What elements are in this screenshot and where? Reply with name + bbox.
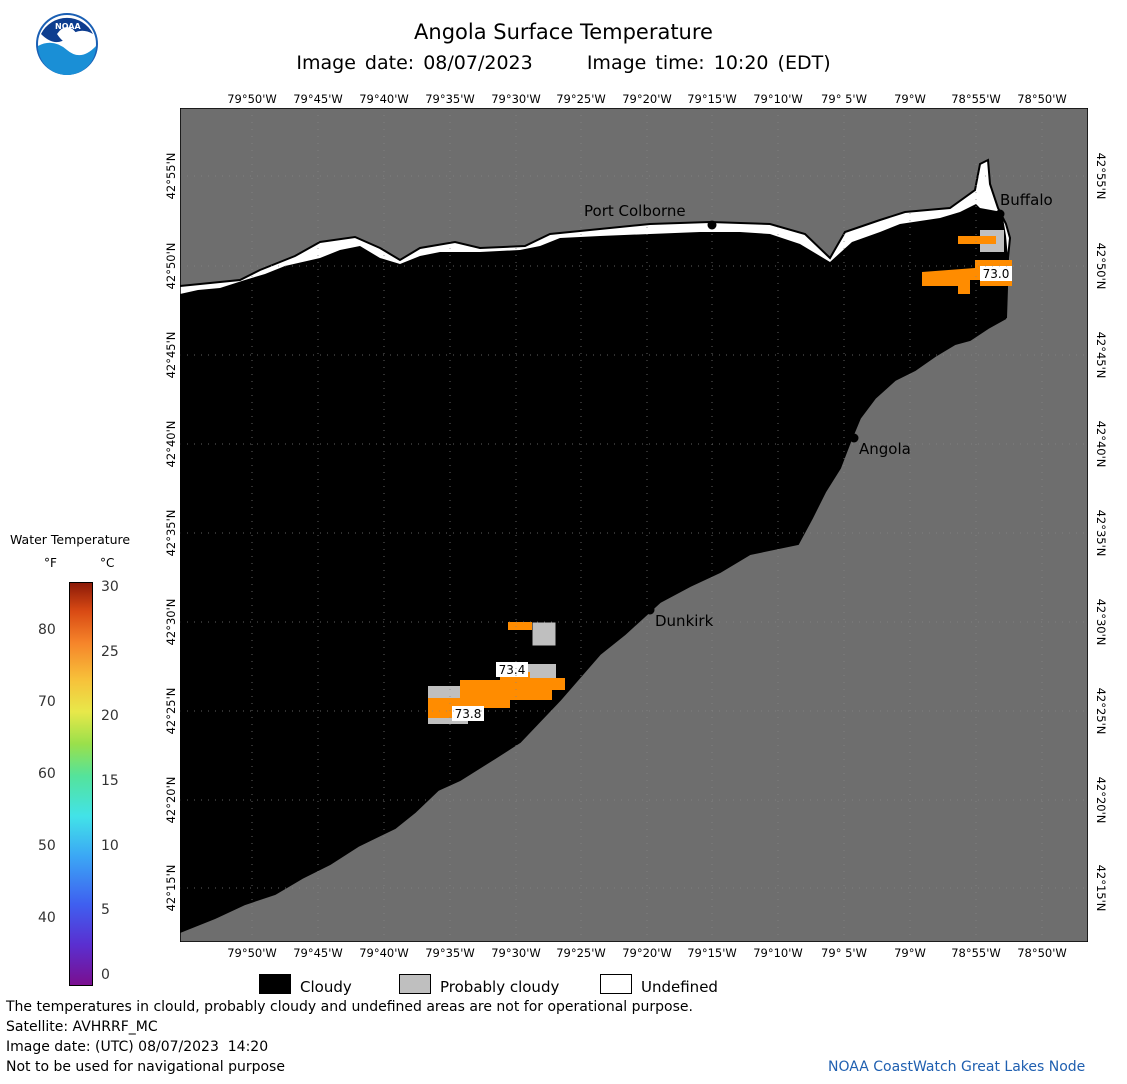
- legend-f-tick: 70: [38, 693, 56, 710]
- lat-label: 42°40'N: [1094, 420, 1108, 468]
- lat-label: 42°50'N: [164, 242, 178, 290]
- footer-satellite: Satellite: AVHRRF_MC: [6, 1019, 158, 1035]
- temp-label: 73.4: [499, 663, 526, 677]
- lat-label: 42°40'N: [164, 420, 178, 468]
- lat-label: 42°25'N: [164, 687, 178, 735]
- noaa-logo-text: NOAA: [55, 22, 81, 31]
- key-undefined-label: Undefined: [641, 978, 718, 996]
- lat-label: 42°15'N: [164, 864, 178, 912]
- lat-label: 42°15'N: [1094, 864, 1108, 912]
- legend-c-tick: 0: [101, 967, 110, 983]
- lon-label: 79°40'W: [359, 92, 409, 106]
- lon-label: 78°55'W: [951, 946, 1001, 960]
- lat-label: 42°20'N: [1094, 776, 1108, 824]
- lat-label: 42°45'N: [164, 331, 178, 379]
- lat-label: 42°35'N: [1094, 509, 1108, 557]
- legend-f-tick: 40: [38, 909, 56, 926]
- place-label-port-colborne: Port Colborne: [584, 202, 686, 220]
- legend-c-tick: 5: [101, 902, 110, 919]
- lat-label: 42°20'N: [164, 776, 178, 824]
- lat-label: 42°55'N: [1094, 152, 1108, 200]
- place-marker-dunkirk: [645, 605, 655, 615]
- legend-c-tick: 25: [101, 643, 119, 660]
- place-label-angola: Angola: [859, 440, 911, 458]
- lon-label: 79°50'W: [227, 92, 277, 106]
- legend-unit-f: °F: [44, 556, 57, 570]
- lat-label: 42°55'N: [164, 152, 178, 200]
- temp-label: 73.8: [455, 707, 482, 721]
- lat-label: 42°25'N: [1094, 687, 1108, 735]
- lon-label: 79°10'W: [753, 946, 803, 960]
- lon-label: 79°W: [894, 946, 926, 960]
- lat-label: 42°50'N: [1094, 242, 1108, 290]
- lon-label: 79°45'W: [293, 946, 343, 960]
- lat-label: 42°45'N: [1094, 331, 1108, 379]
- lon-label: 79°30'W: [491, 92, 541, 106]
- lon-label: 79°25'W: [556, 92, 606, 106]
- coastline: [180, 317, 1007, 933]
- map-subtitle: Image date: 08/07/2023 Image time: 10:20…: [0, 52, 1127, 74]
- temp-label: 73.0: [983, 267, 1010, 281]
- noaa-logo: NOAA: [35, 12, 99, 76]
- lon-label: 78°50'W: [1017, 946, 1067, 960]
- legend-c-tick: 15: [101, 773, 119, 789]
- footer-utc-date: Image date: (UTC) 08/07/2023 14:20: [6, 1039, 269, 1055]
- key-cloudy-label: Cloudy: [300, 978, 352, 996]
- lat-label: 42°35'N: [164, 509, 178, 557]
- graticule: [180, 108, 1088, 942]
- image-time: Image time: 10:20 (EDT): [586, 52, 831, 74]
- warm-water-patch: [958, 236, 996, 244]
- lon-label: 79°30'W: [491, 946, 541, 960]
- lat-label: 42°30'N: [164, 598, 178, 646]
- legend-unit-c: °C: [100, 556, 115, 570]
- legend-f-tick: 50: [38, 837, 56, 854]
- lon-label: 79°20'W: [622, 946, 672, 960]
- lon-label: 79°15'W: [687, 946, 737, 960]
- lon-label: 79°40'W: [359, 946, 409, 960]
- cloudy-area: [180, 204, 1008, 932]
- legend-c-tick: 10: [101, 837, 119, 854]
- key-probably-cloudy-label: Probably cloudy: [440, 978, 560, 996]
- key-probably-cloudy-swatch: [399, 974, 431, 994]
- place-marker-port-colborne: [707, 220, 717, 230]
- lon-label: 78°50'W: [1017, 92, 1067, 106]
- lon-label: 79°15'W: [687, 92, 737, 106]
- legend-c-tick: 30: [101, 579, 119, 595]
- legend-f-tick: 60: [38, 765, 56, 782]
- legend-colorbar: [69, 582, 93, 986]
- map-title: Angola Surface Temperature: [414, 20, 713, 44]
- lon-label: 79°20'W: [622, 92, 672, 106]
- lon-label: 78°55'W: [951, 92, 1001, 106]
- lon-label: 79°10'W: [753, 92, 803, 106]
- place-marker-buffalo: [995, 209, 1005, 219]
- place-marker-angola: [849, 433, 859, 443]
- key-cloudy-swatch: [259, 974, 291, 994]
- key-undefined-swatch: [600, 974, 632, 994]
- footer-note: The temperatures in clould, probably clo…: [6, 999, 693, 1015]
- lon-label: 79°35'W: [425, 92, 475, 106]
- place-label-buffalo: Buffalo: [1000, 191, 1053, 209]
- sst-map: 73.4 73.8 73.0 Port Colborne Buffalo Ang…: [180, 108, 1088, 942]
- probably-cloudy-patch: [531, 621, 557, 647]
- lon-label: 79° 5'W: [821, 946, 867, 960]
- lon-label: 79°25'W: [556, 946, 606, 960]
- legend-title: Water Temperature: [10, 532, 131, 547]
- lat-label: 42°30'N: [1094, 598, 1108, 646]
- lon-label: 79° 5'W: [821, 92, 867, 106]
- footer-nav: Not to be used for navigational purpose: [6, 1059, 285, 1075]
- lon-label: 79°W: [894, 92, 926, 106]
- footer-credit: NOAA CoastWatch Great Lakes Node: [828, 1059, 1086, 1075]
- lon-label: 79°50'W: [227, 946, 277, 960]
- lon-label: 79°45'W: [293, 92, 343, 106]
- warm-water-patch: [508, 622, 532, 630]
- image-date: Image date: 08/07/2023: [296, 52, 533, 74]
- place-label-dunkirk: Dunkirk: [655, 612, 714, 630]
- legend-c-tick: 20: [101, 708, 119, 725]
- lon-label: 79°35'W: [425, 946, 475, 960]
- north-shoreline: [180, 158, 1012, 319]
- legend-f-tick: 80: [38, 622, 56, 639]
